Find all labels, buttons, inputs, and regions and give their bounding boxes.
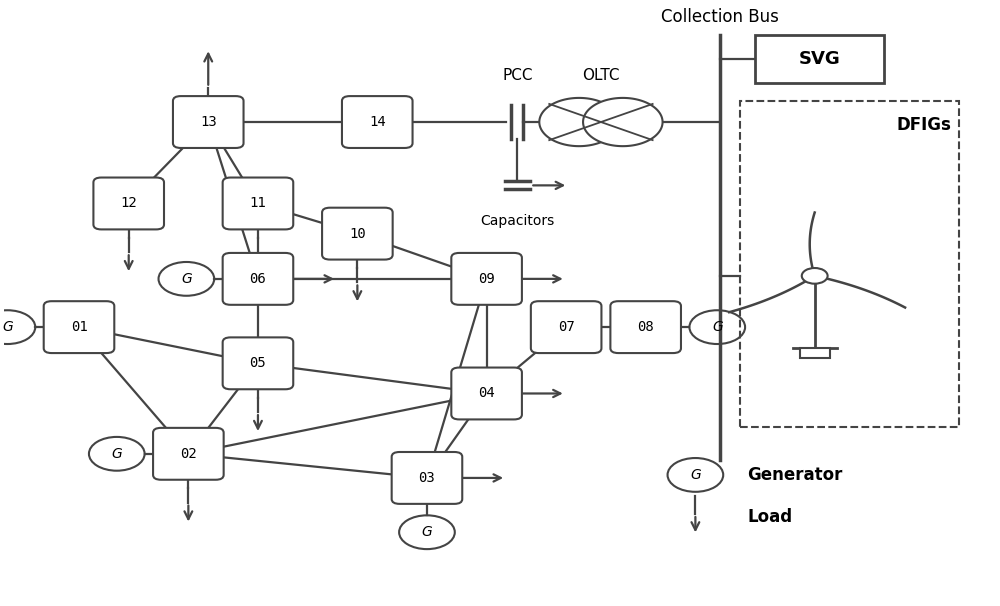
Text: Collection Bus: Collection Bus (661, 7, 779, 25)
FancyBboxPatch shape (223, 253, 293, 305)
Text: G: G (690, 468, 701, 482)
Text: 11: 11 (250, 196, 266, 210)
Text: G: G (2, 320, 13, 334)
Text: G: G (422, 525, 432, 539)
FancyBboxPatch shape (531, 301, 601, 353)
FancyBboxPatch shape (451, 368, 522, 419)
FancyBboxPatch shape (322, 208, 393, 259)
FancyBboxPatch shape (755, 35, 884, 83)
Text: G: G (181, 272, 192, 286)
Text: 04: 04 (478, 387, 495, 401)
Text: SVG: SVG (799, 50, 841, 68)
Text: 07: 07 (558, 320, 575, 334)
Text: 09: 09 (478, 272, 495, 286)
FancyBboxPatch shape (342, 96, 413, 148)
FancyBboxPatch shape (44, 301, 114, 353)
Text: 08: 08 (637, 320, 654, 334)
Text: 03: 03 (419, 471, 435, 485)
Text: 10: 10 (349, 227, 366, 241)
Text: G: G (712, 320, 723, 334)
Text: 01: 01 (71, 320, 87, 334)
Circle shape (802, 268, 828, 284)
FancyBboxPatch shape (392, 452, 462, 504)
Text: OLTC: OLTC (582, 68, 620, 83)
Text: DFIGs: DFIGs (896, 116, 951, 134)
Text: 14: 14 (369, 115, 386, 129)
Text: 02: 02 (180, 447, 197, 461)
FancyBboxPatch shape (173, 96, 244, 148)
Text: Generator: Generator (747, 466, 842, 484)
Text: PCC: PCC (502, 68, 533, 83)
Text: 12: 12 (120, 196, 137, 210)
Polygon shape (539, 98, 619, 146)
FancyBboxPatch shape (451, 253, 522, 305)
Text: 13: 13 (200, 115, 217, 129)
FancyBboxPatch shape (223, 338, 293, 389)
Bar (800, 348, 830, 358)
Text: 05: 05 (250, 356, 266, 370)
FancyBboxPatch shape (153, 428, 224, 480)
Polygon shape (583, 98, 663, 146)
Text: Load: Load (747, 508, 792, 526)
Text: G: G (111, 447, 122, 461)
Text: Capacitors: Capacitors (480, 215, 555, 228)
FancyBboxPatch shape (610, 301, 681, 353)
FancyBboxPatch shape (93, 178, 164, 230)
Text: 06: 06 (250, 272, 266, 286)
FancyBboxPatch shape (223, 178, 293, 230)
